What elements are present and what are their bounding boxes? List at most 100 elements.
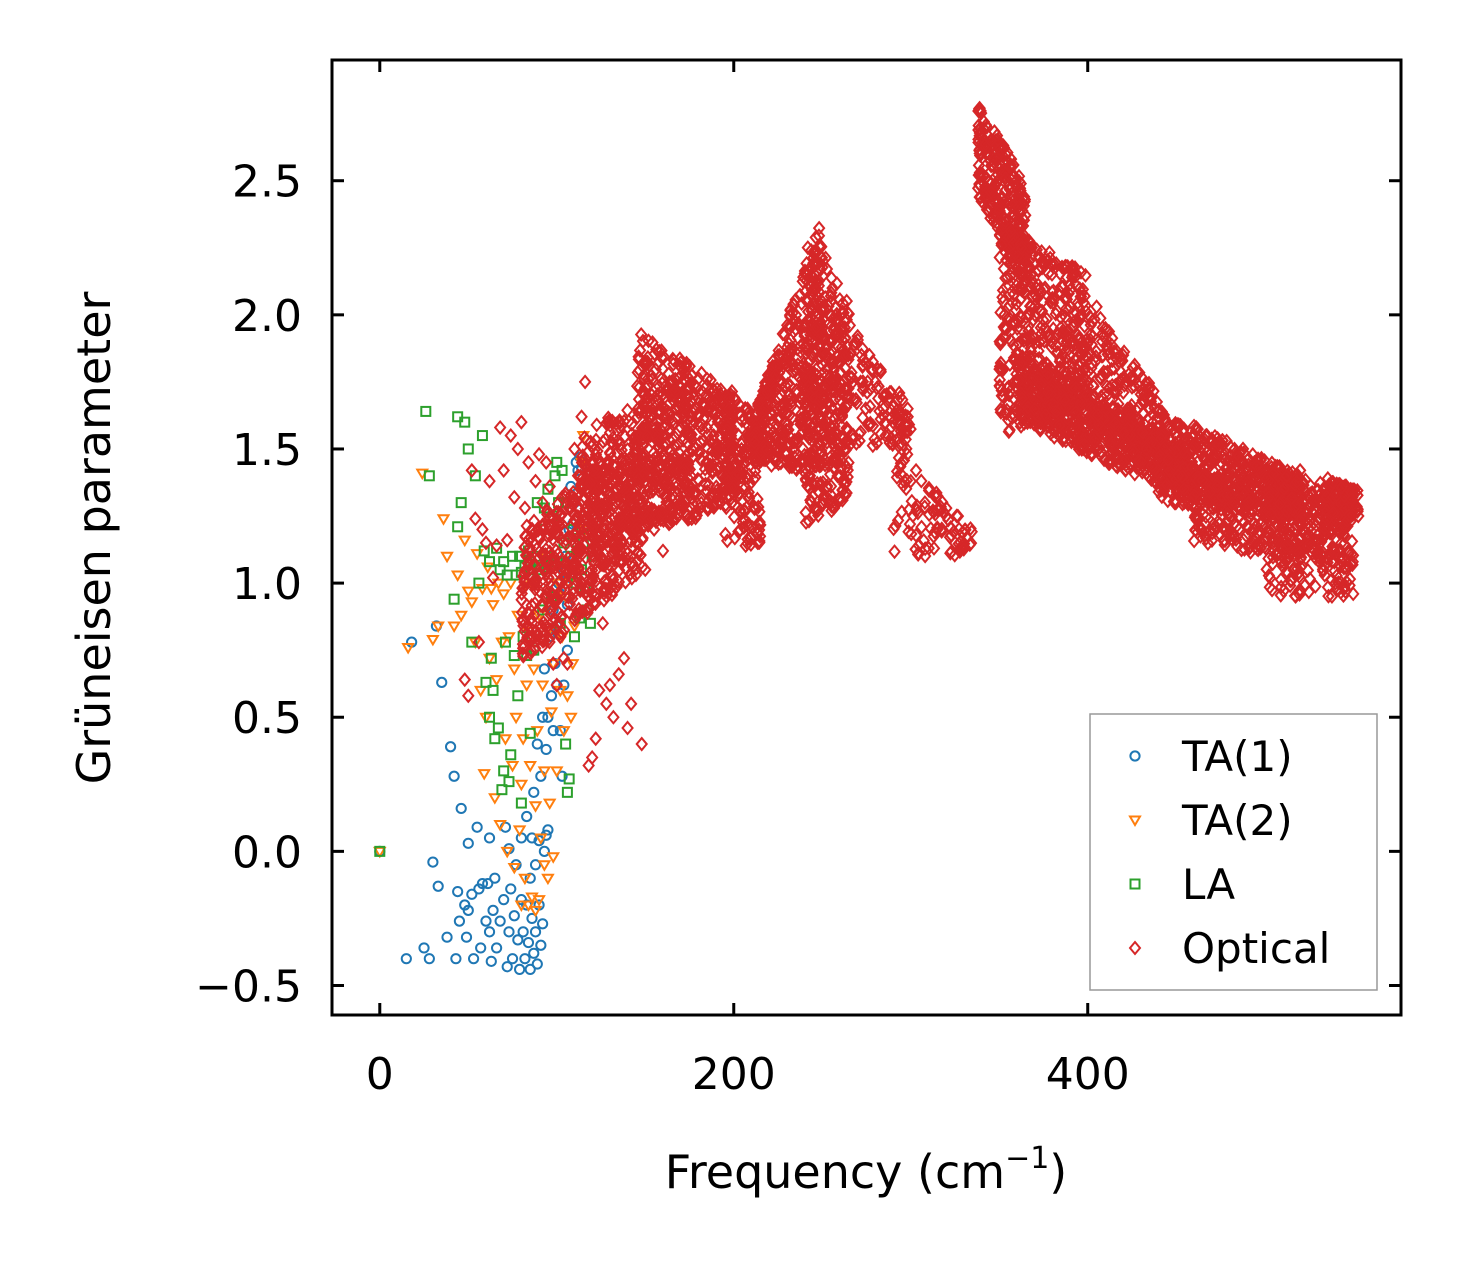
data-point: [507, 862, 522, 875]
data-point: [806, 389, 819, 405]
data-point: [1126, 359, 1140, 375]
data-point: [523, 761, 537, 773]
data-point: [527, 664, 541, 676]
data-point: [537, 615, 550, 631]
data-point: [471, 821, 483, 833]
data-point: [550, 520, 564, 536]
data-point: [839, 348, 853, 364]
data-point: [507, 664, 522, 676]
data-point: [742, 484, 755, 500]
data-point: [1047, 397, 1060, 413]
data-point: [1078, 436, 1091, 453]
data-point: [1068, 260, 1082, 276]
data-point: [816, 402, 829, 419]
data-point: [547, 592, 560, 608]
data-point: [639, 353, 652, 369]
data-point: [706, 405, 720, 421]
data-point: [593, 502, 607, 518]
data-point: [700, 410, 713, 426]
data-point: [599, 470, 613, 486]
data-point: [505, 749, 517, 761]
data-point: [1145, 458, 1159, 474]
data-point: [593, 453, 607, 469]
data-point: [536, 622, 550, 639]
data-point: [635, 736, 649, 752]
data-point: [793, 287, 807, 303]
data-point: [1045, 339, 1058, 355]
data-point: [1005, 333, 1018, 349]
data-point: [508, 910, 520, 922]
data-point: [580, 512, 594, 528]
data-point: [993, 249, 1007, 266]
data-point: [668, 383, 682, 400]
data-point: [1036, 255, 1049, 271]
data-point: [828, 354, 841, 370]
data-point: [806, 406, 820, 423]
data-point: [1003, 422, 1016, 438]
data-point: [512, 825, 527, 837]
data-point: [1085, 445, 1098, 461]
data-point: [1237, 445, 1251, 461]
data-point: [556, 464, 568, 476]
data-point: [1061, 410, 1075, 426]
data-point: [469, 511, 482, 527]
data-point: [909, 527, 923, 543]
data-point: [1071, 357, 1085, 373]
data-point: [798, 325, 812, 341]
data-point: [557, 726, 571, 738]
data-point: [458, 672, 472, 688]
data-point: [639, 356, 653, 372]
data-point: [1091, 407, 1105, 423]
data-point: [727, 478, 740, 494]
data-point: [1006, 260, 1020, 276]
data-point: [786, 457, 800, 473]
data-point: [662, 516, 676, 532]
data-point: [588, 486, 602, 502]
data-point: [1078, 318, 1091, 334]
data-point: [826, 431, 840, 447]
data-point: [543, 478, 556, 495]
data-point: [887, 398, 901, 414]
data-point: [980, 119, 994, 135]
data-point: [856, 357, 870, 373]
data-point: [822, 315, 836, 331]
data-point: [484, 583, 499, 596]
data-point: [1045, 266, 1059, 282]
scatter-points: [373, 100, 1365, 975]
data-point: [1028, 307, 1042, 323]
data-point: [748, 463, 762, 479]
data-point: [922, 480, 936, 496]
data-point: [721, 474, 735, 490]
data-point: [400, 953, 412, 965]
data-point: [738, 503, 752, 519]
data-point: [637, 387, 651, 403]
data-point: [695, 365, 708, 381]
data-point: [587, 548, 600, 564]
data-point: [995, 382, 1009, 399]
data-point: [947, 524, 961, 540]
data-point: [1062, 302, 1075, 318]
data-point: [748, 434, 761, 450]
data-point: [816, 268, 829, 284]
data-point: [1141, 468, 1155, 484]
data-point: [784, 301, 797, 318]
data-point: [528, 640, 542, 656]
data-point: [851, 332, 865, 348]
data-point: [591, 498, 605, 514]
data-point: [815, 449, 829, 465]
data-point: [461, 586, 476, 599]
data-point: [772, 342, 786, 359]
data-point: [1058, 291, 1072, 307]
data-point: [1069, 380, 1083, 396]
data-point: [533, 583, 546, 599]
data-point: [1117, 438, 1130, 454]
data-point: [585, 749, 599, 766]
data-point: [535, 939, 547, 951]
data-point: [850, 435, 863, 451]
data-point: [542, 798, 557, 811]
data-point: [974, 166, 987, 183]
data-point: [541, 873, 555, 886]
data-point: [827, 383, 841, 399]
data-point: [698, 461, 712, 477]
